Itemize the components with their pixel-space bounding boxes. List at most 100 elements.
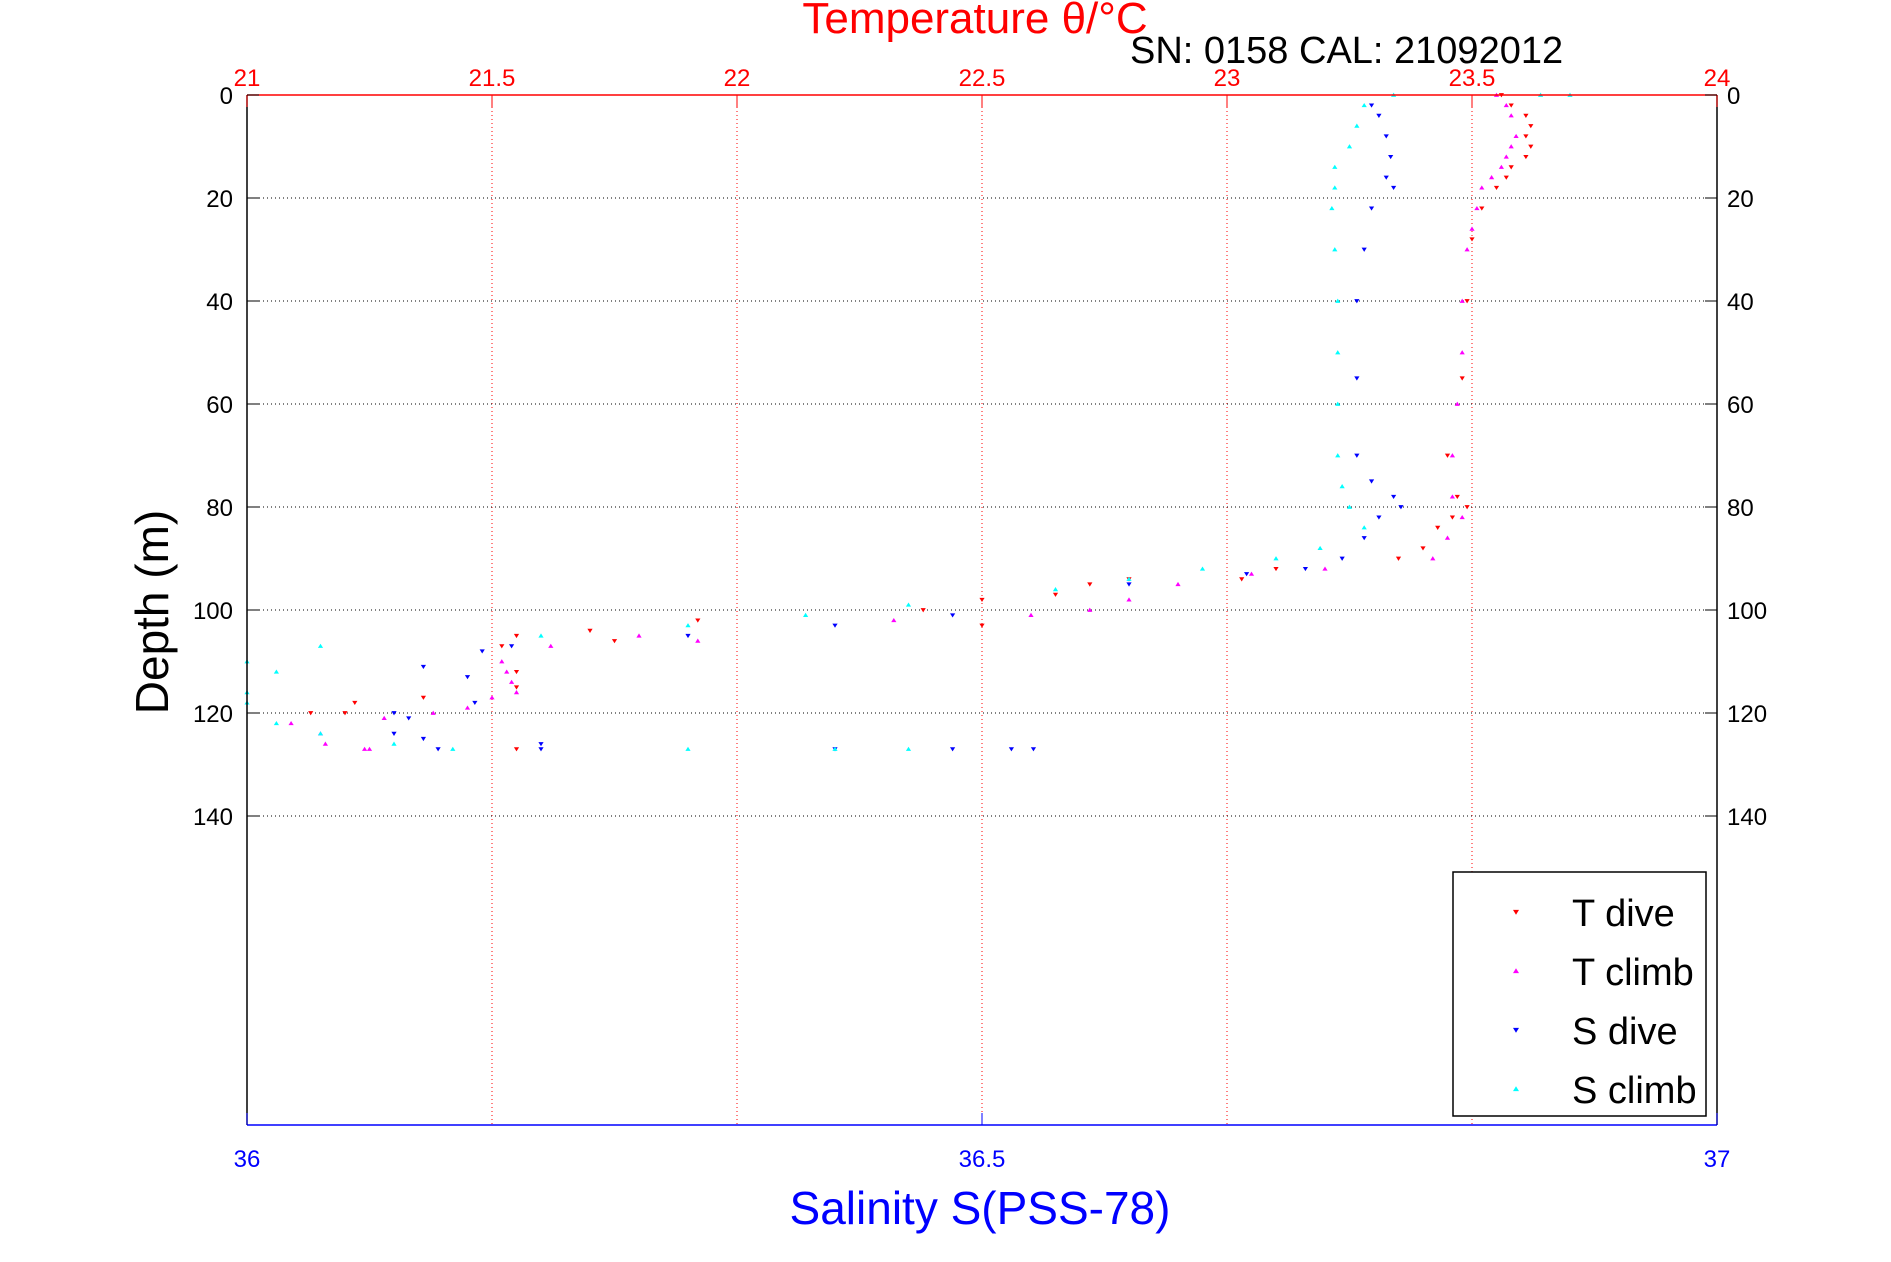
t-dive-point [920,608,926,613]
top-axis-title: Temperature θ/°C [802,0,1147,43]
s-climb-point [1332,247,1338,252]
depth-tick-label-left: 0 [220,83,233,110]
s-climb-point [905,746,912,751]
t-climb-point [464,705,471,710]
salinity-tick-label: 36 [234,1146,261,1173]
s-dive-point [1368,103,1375,108]
legend-box [1452,871,1707,1117]
s-dive-point [1361,247,1367,252]
t-climb-point [322,741,328,746]
s-dive-point [1383,175,1389,180]
t-climb-point [695,638,701,643]
t-climb-point [1459,514,1465,520]
instrument-label: SN: 0158 CAL: 21092012 [1130,30,1563,72]
depth-tick-label-left: 20 [206,186,233,213]
depth-tick-label-left: 60 [206,392,233,419]
s-dive-point [509,644,515,649]
t-dive-point [420,695,426,700]
legend-marker-s-climb [1513,1086,1519,1092]
s-dive-point [479,649,485,654]
t-climb-point [1322,566,1328,571]
depth-tick-label-left: 40 [206,289,233,316]
s-dive-point [950,613,956,618]
s-dive-point [464,675,471,680]
t-dive-point [695,618,701,623]
s-dive-point [472,700,478,706]
t-climb-point [548,643,554,648]
t-dive-point [499,644,505,649]
legend-label-s-dive: S dive [1572,1011,1678,1053]
s-climb-point [1361,102,1367,108]
s-climb-point [685,746,691,751]
s-dive-point [1354,376,1360,381]
t-climb-point [1459,350,1465,355]
t-dive-point [1444,453,1451,458]
t-dive-point [1523,134,1529,139]
s-dive-point [1126,582,1132,587]
t-dive-point [1449,515,1455,520]
depth-tick-label-left: 80 [206,495,233,522]
s-dive-point [1368,206,1375,211]
t-climb-point [1513,133,1519,139]
t-dive-point [308,711,314,716]
depth-tick-label-right: 100 [1727,598,1767,625]
s-climb-point [317,731,324,736]
data-points [244,92,1573,752]
s-dive-point [1354,299,1360,304]
s-dive-point [1008,747,1014,752]
s-dive-point [435,747,441,752]
t-dive-point [1508,103,1514,108]
legend-marker-t-climb [1513,968,1519,974]
t-dive-point [1523,154,1529,160]
s-dive-point [1354,453,1360,458]
s-dive-point [685,633,691,639]
temperature-tick-label: 23 [1214,65,1241,92]
depth-tick-label-left: 120 [193,701,233,728]
t-climb-point [1474,205,1480,211]
s-dive-point [1391,494,1397,500]
s-climb-point [1332,164,1338,169]
depth-tick-label-right: 0 [1727,83,1740,110]
t-climb-point [499,659,505,664]
t-climb-point [288,720,294,726]
t-dive-point [1395,556,1402,561]
s-dive-point [538,742,544,747]
s-climb-point [1346,504,1353,509]
t-climb-point [1459,298,1465,303]
s-climb-point [685,623,691,628]
s-dive-point [1302,566,1308,572]
legend-marker-s-dive [1513,1027,1519,1033]
t-climb-point [1503,154,1509,159]
s-dive-point [420,736,426,742]
t-climb-point [1087,607,1093,612]
depth-tick-label-right: 80 [1727,495,1754,522]
t-dive-point [1087,582,1093,587]
t-climb-point [504,669,510,674]
t-dive-point [1435,525,1441,530]
legend-label-t-climb: T climb [1572,952,1694,994]
t-climb-point [362,746,368,751]
depth-tick-label-right: 60 [1727,392,1754,419]
temperature-tick-label: 23.5 [1449,65,1496,92]
t-dive-point [1273,566,1279,572]
s-climb-point [1335,453,1341,458]
t-dive-point [1528,144,1534,149]
temperature-tick-label: 22 [724,65,751,92]
depth-tick-label-left: 100 [193,598,233,625]
s-climb-point [905,602,912,607]
t-dive-point [979,623,985,628]
s-climb-point [317,643,324,648]
depth-tick-label-left: 140 [193,804,233,831]
t-dive-point [1479,206,1485,211]
salinity-tick-label: 36.5 [959,1146,1006,1173]
t-climb-point [381,715,387,720]
s-climb-point [1332,185,1338,190]
s-climb-point [1052,587,1059,592]
s-dive-point [1391,185,1397,191]
s-climb-point [1361,525,1367,530]
s-dive-point [1376,113,1382,118]
s-dive-point [1244,572,1250,577]
s-dive-point [1388,154,1394,160]
